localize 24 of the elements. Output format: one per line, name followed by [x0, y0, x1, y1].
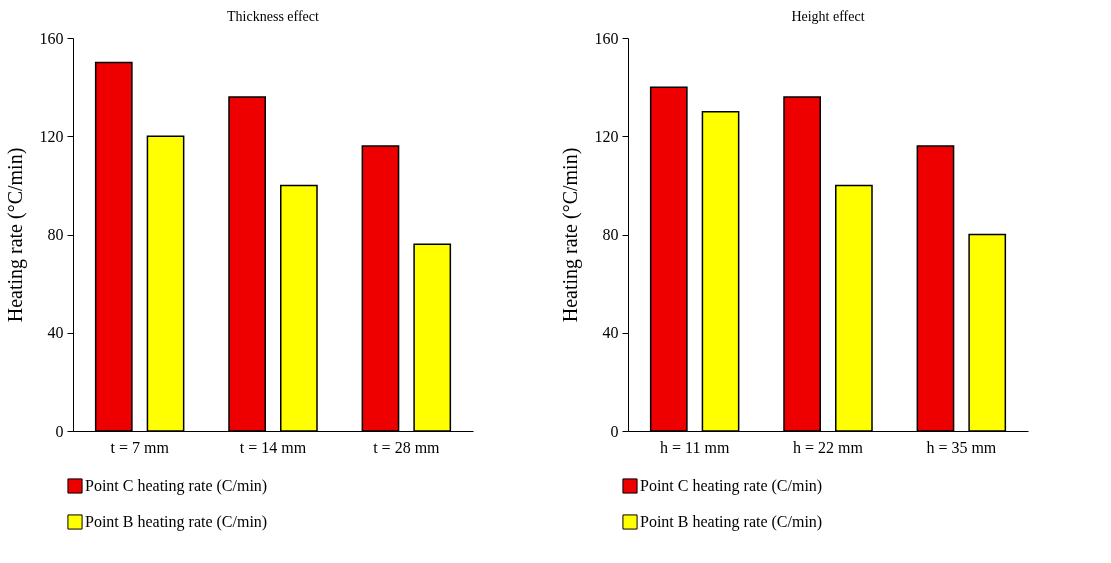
x-tick-label: h = 11 mm [660, 438, 730, 456]
chart-title: Height effect [791, 9, 865, 24]
chart-title: Thickness effect [227, 9, 320, 24]
legend-label: Point B heating rate (C/min) [85, 513, 268, 531]
x-tick-label: h = 22 mm [793, 438, 864, 456]
x-tick-label: h = 35 mm [926, 438, 997, 456]
y-tick-label: 120 [39, 127, 64, 145]
legend-label: Point B heating rate (C/min) [640, 513, 823, 531]
x-tick-label: t = 7 mm [110, 438, 170, 456]
y-tick-label: 160 [594, 29, 619, 47]
x-tick-label: t = 28 mm [373, 438, 441, 456]
y-tick-label: 80 [602, 226, 619, 243]
y-tick-label: 120 [594, 127, 619, 145]
y-tick-label: 40 [47, 324, 64, 342]
y-tick-label: 160 [39, 29, 64, 47]
legend-label: Point C heating rate (C/min) [640, 477, 823, 495]
x-tick-label: t = 14 mm [239, 438, 307, 456]
y-tick-label: 40 [602, 324, 619, 342]
legend-label: Point C heating rate (C/min) [85, 477, 268, 495]
y-axis-title: Heating rate (°C/min) [3, 147, 27, 323]
y-axis-title: Heating rate (°C/min) [558, 147, 582, 323]
y-tick-label: 0 [55, 422, 64, 440]
y-tick-label: 0 [610, 422, 619, 440]
y-tick-label: 80 [47, 226, 64, 243]
